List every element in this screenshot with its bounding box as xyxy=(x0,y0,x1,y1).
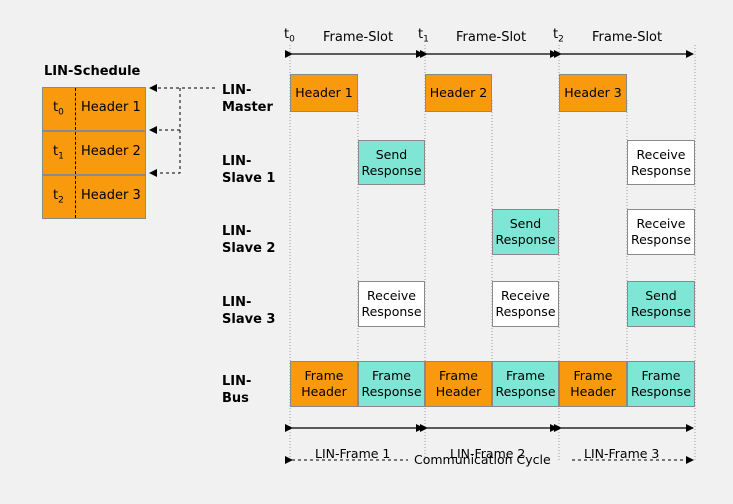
slave2-receive-response: Receive Response xyxy=(627,209,695,255)
lin-frame-label-3: LIN-Frame 3 xyxy=(584,446,660,461)
bus-frame-header-2: Frame Header xyxy=(425,361,492,407)
schedule-header: Header 2 xyxy=(81,144,141,159)
slave3-receive-response-1: Receive Response xyxy=(358,281,425,327)
frame-slot-label-2: Frame-Slot xyxy=(456,30,527,45)
node-label-bus: LIN- Bus xyxy=(222,374,252,406)
communication-cycle-label: Communication Cycle xyxy=(414,452,551,467)
schedule-header: Header 3 xyxy=(81,188,141,203)
master-header-1: Header 1 xyxy=(290,74,358,112)
slave2-send-response: Send Response xyxy=(492,209,559,255)
slave3-send-response: Send Response xyxy=(627,281,695,327)
bus-frame-response-2: Frame Response xyxy=(492,361,559,407)
schedule-time: t0 xyxy=(53,100,64,118)
slave1-receive-response: Receive Response xyxy=(627,140,695,185)
time-label-0: t0 xyxy=(284,27,295,45)
master-header-2: Header 2 xyxy=(425,74,492,112)
bus-frame-response-3: Frame Response xyxy=(627,361,695,407)
schedule-header: Header 1 xyxy=(81,100,141,115)
lin-frame-label-1: LIN-Frame 1 xyxy=(315,446,391,461)
time-label-2: t2 xyxy=(553,27,564,45)
time-guide-lines xyxy=(289,45,696,462)
node-label-master: LIN- Master xyxy=(222,83,273,115)
schedule-time: t2 xyxy=(53,188,64,206)
frame-slot-label-3: Frame-Slot xyxy=(592,30,663,45)
node-label-slave-3: LIN- Slave 3 xyxy=(222,295,276,327)
bus-frame-header-3: Frame Header xyxy=(559,361,627,407)
schedule-title: LIN-Schedule xyxy=(44,64,141,79)
node-label-slave-1: LIN- Slave 1 xyxy=(222,154,276,186)
frame-slot-label-1: Frame-Slot xyxy=(323,30,394,45)
node-label-slave-2: LIN- Slave 2 xyxy=(222,224,276,256)
master-header-3: Header 3 xyxy=(559,74,627,112)
time-label-1: t1 xyxy=(418,27,429,45)
bus-frame-header-1: Frame Header xyxy=(290,361,358,407)
schedule-row-2: t1 Header 2 xyxy=(42,131,146,175)
schedule-row-3: t2 Header 3 xyxy=(42,175,146,219)
bus-frame-response-1: Frame Response xyxy=(358,361,425,407)
lin-frame-label-2: LIN-Frame 2 xyxy=(450,446,526,461)
schedule-row-1: t0 Header 1 xyxy=(42,87,146,131)
slave3-receive-response-2: Receive Response xyxy=(492,281,559,327)
schedule-time: t1 xyxy=(53,144,64,162)
schedule-connectors xyxy=(149,84,215,177)
slave1-send-response: Send Response xyxy=(358,140,425,185)
